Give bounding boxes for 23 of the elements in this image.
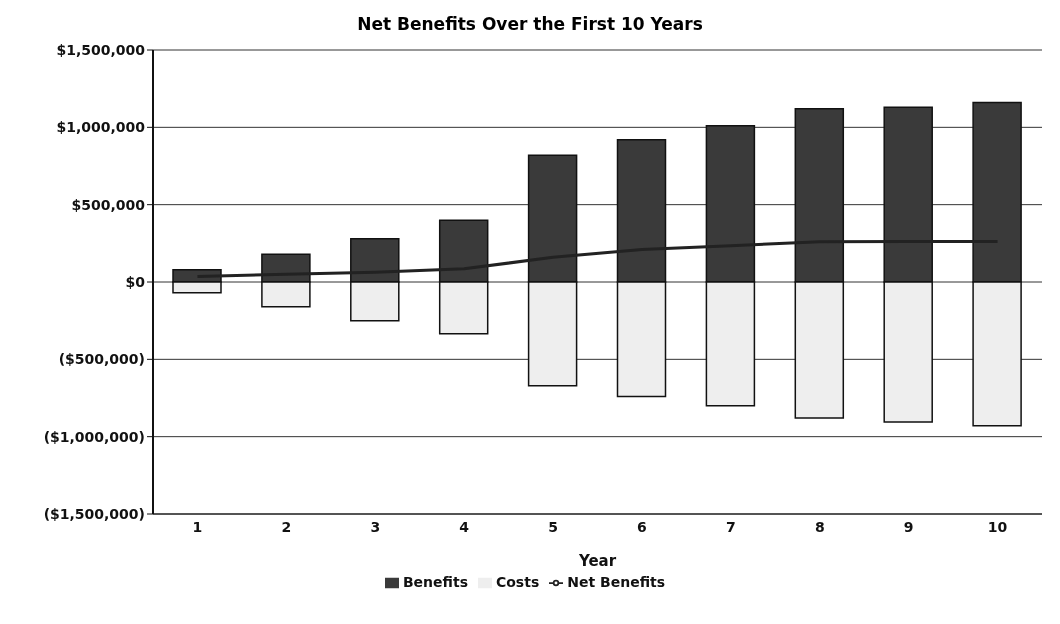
x-axis-title: Year [577,552,617,570]
y-tick-label: $1,000,000 [56,119,146,136]
x-tick-label: 10 [987,518,1008,535]
x-tick-label: 2 [281,518,292,535]
y-tick-label: $0 [125,273,146,290]
y-tick-label: ($500,000) [58,351,145,368]
x-tick-label: 1 [192,518,203,535]
x-tick-label: 6 [637,518,647,535]
x-tick-label: 9 [903,518,914,535]
x-tick-label: 3 [370,518,381,535]
x-tick-label: 4 [459,518,470,535]
chart-title: Net Benefits Over the First 10 Years [356,14,704,34]
y-tick-label: ($1,000,000) [43,428,145,445]
legend-label: Benefits [402,574,468,590]
y-tick-label: $500,000 [71,196,146,213]
legend-label: Costs [495,574,540,590]
x-tick-label: 8 [814,518,825,535]
y-tick-label: $1,500,000 [56,41,146,58]
x-tick-label: 7 [725,518,736,535]
x-tick-label: 5 [548,518,558,535]
line-series [195,239,1000,279]
legend-label: Net Benefits [567,574,666,590]
y-tick-label: ($1,500,000) [43,505,145,522]
